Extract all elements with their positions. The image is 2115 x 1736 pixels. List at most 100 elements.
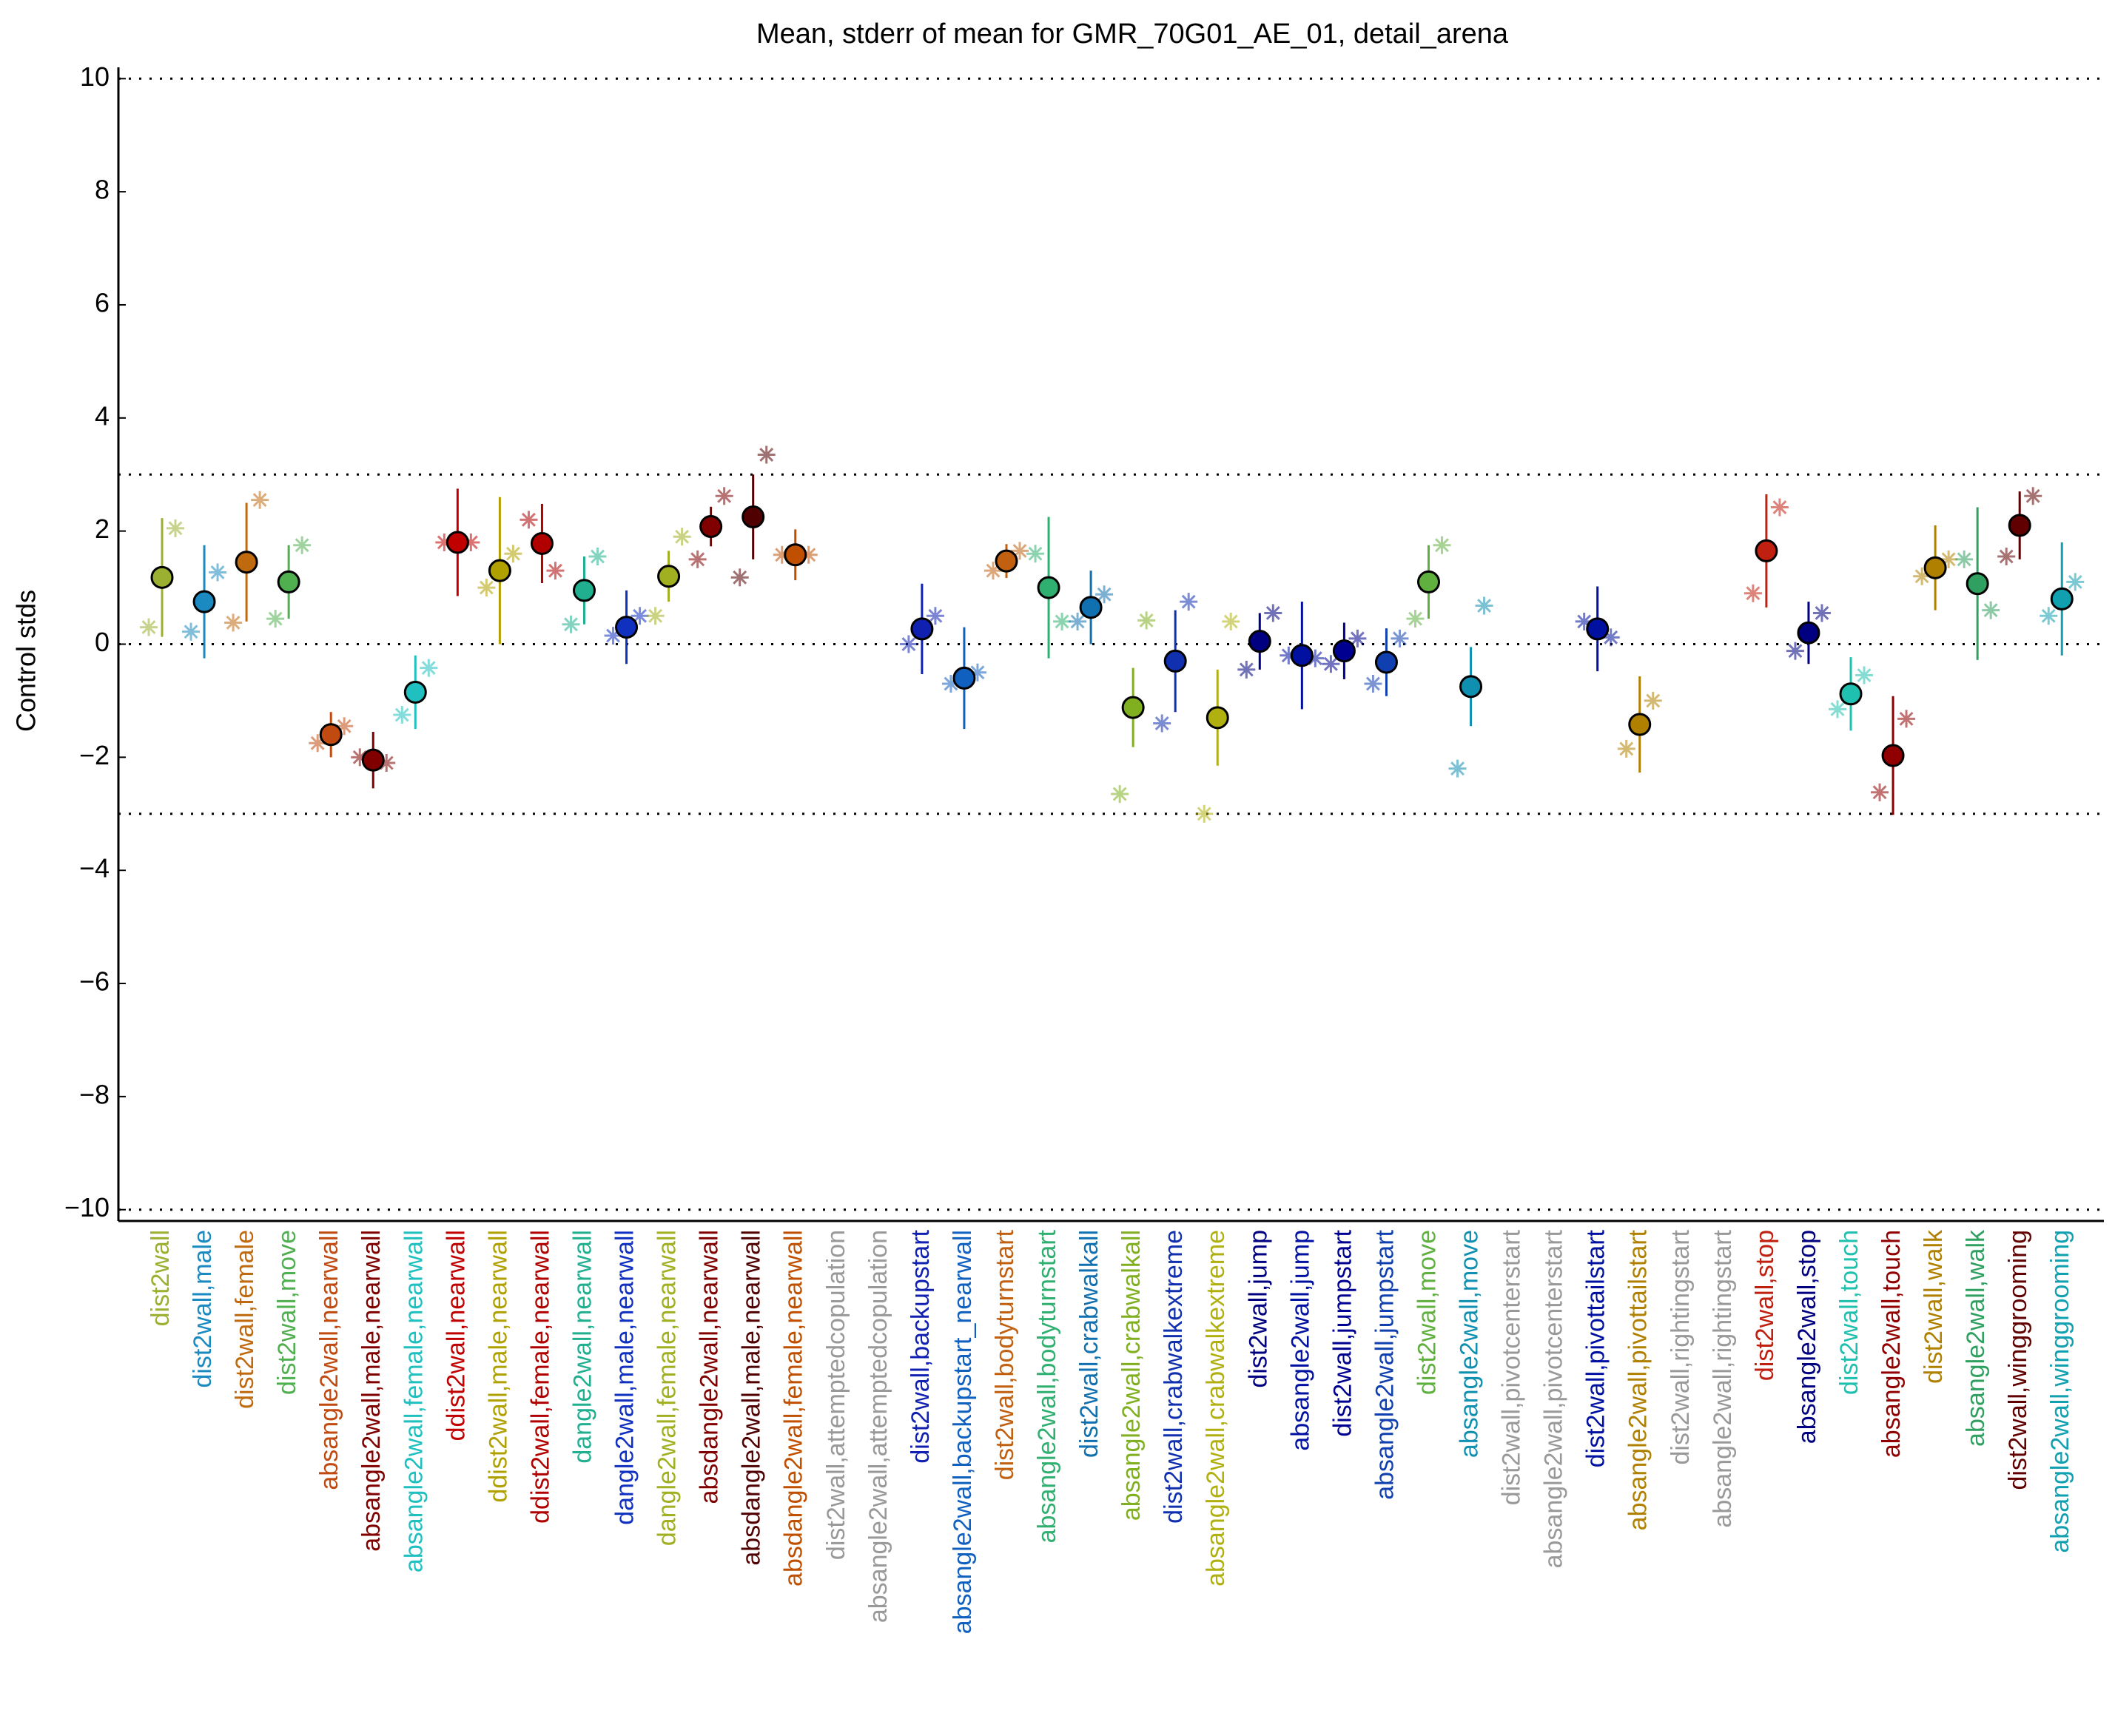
sex-marker: [688, 550, 707, 568]
x-tick-label: dist2wall,crabwalkall: [1075, 1230, 1103, 1458]
sex-marker: [519, 511, 538, 529]
star-stroke: [479, 580, 494, 595]
mean-marker: [1206, 706, 1229, 730]
sex-marker: [251, 491, 269, 509]
sex-marker: [1812, 604, 1831, 622]
x-tick-label: dist2wall,move: [273, 1230, 301, 1395]
sex-marker: [2040, 607, 2058, 625]
sex-marker: [1391, 629, 1409, 647]
mean-marker: [1797, 621, 1820, 645]
mean-marker: [192, 590, 216, 613]
sex-marker: [1744, 584, 1762, 602]
mean-marker: [1248, 630, 1271, 653]
x-tick-label: dist2wall,bodyturnstart: [991, 1229, 1019, 1480]
mean-marker: [530, 531, 554, 555]
x-tick-label: absangle2wall,pivottailstart: [1624, 1229, 1652, 1530]
sex-marker: [140, 618, 158, 636]
sex-marker: [588, 548, 607, 566]
x-tick-label: absangle2wall,stop: [1793, 1230, 1821, 1444]
star-stroke: [1097, 587, 1112, 602]
star-stroke: [1365, 676, 1380, 691]
y-tick-label: −2: [79, 740, 110, 770]
sex-marker: [1997, 548, 2016, 566]
star-stroke: [168, 521, 183, 536]
sex-marker: [1982, 601, 2000, 619]
y-tick-label: −10: [64, 1192, 110, 1222]
sex-marker: [1897, 710, 1916, 728]
x-tick-label: ddist2wall,male,nearwall: [484, 1230, 512, 1503]
star-stroke: [1619, 741, 1634, 756]
x-tick-label: dist2wall,rightingstart: [1667, 1229, 1695, 1464]
mean-marker: [784, 543, 807, 567]
x-tick-label: absangle2wall,male,nearwall: [357, 1230, 386, 1552]
mean-marker: [1923, 556, 1947, 579]
star-stroke: [505, 546, 520, 561]
mean-marker: [1290, 644, 1314, 667]
star-stroke: [901, 637, 916, 651]
x-tick-label: absangle2wall,female,nearwall: [400, 1230, 428, 1572]
y-tick-label: −4: [79, 853, 110, 884]
star-stroke: [521, 512, 536, 527]
mean-marker: [573, 579, 596, 602]
sex-marker: [1180, 593, 1198, 611]
star-stroke: [1957, 552, 1971, 567]
x-tick-label: dist2wall,jump: [1244, 1230, 1272, 1388]
x-tick-label: dist2wall,backupstart: [907, 1229, 935, 1463]
sex-marker: [266, 610, 285, 628]
sex-marker: [167, 519, 184, 537]
star-stroke: [1899, 711, 1914, 726]
x-tick-label: dist2wall,winggrooming: [2004, 1230, 2032, 1490]
x-tick-label: absangle2wall,attemptedcopulation: [864, 1230, 892, 1623]
y-tick-label: 0: [95, 627, 110, 657]
sex-marker: [1406, 610, 1425, 628]
sex-marker: [546, 562, 565, 580]
x-tick-label: dist2wall,pivotcenterstart: [1498, 1229, 1526, 1505]
x-tick-label: absangle2wall,walk: [1962, 1229, 1990, 1447]
x-tick-label: absangle2wall,jumpstart: [1371, 1229, 1399, 1499]
star-stroke: [1112, 787, 1127, 801]
star-stroke: [1197, 807, 1211, 821]
sex-marker: [1222, 612, 1240, 630]
mean-marker: [2050, 587, 2074, 610]
sex-marker: [926, 607, 944, 625]
x-tick-label: dist2wall,crabwalkextreme: [1160, 1230, 1188, 1524]
x-tick-label: absangle2wall,pivotcenterstart: [1540, 1229, 1568, 1568]
mean-marker: [615, 616, 639, 639]
mean-marker: [995, 549, 1018, 573]
mean-marker: [319, 723, 343, 747]
sex-marker: [1575, 612, 1593, 630]
star-stroke: [394, 707, 409, 722]
sex-marker: [504, 545, 522, 563]
star-stroke: [633, 608, 648, 623]
star-stroke: [1265, 606, 1280, 620]
y-tick-label: −8: [79, 1079, 110, 1109]
mean-marker: [1374, 650, 1398, 674]
x-tick-label: dist2wall,touch: [1835, 1230, 1863, 1395]
star-stroke: [1830, 702, 1845, 716]
mean-marker: [1966, 572, 1989, 596]
star-stroke: [1408, 611, 1422, 626]
mean-marker: [1755, 539, 1778, 562]
x-tick-label: absangle2wall,crabwalkall: [1117, 1230, 1146, 1521]
star-stroke: [1154, 716, 1169, 730]
x-tick-label: absangle2wall,rightingstart: [1709, 1229, 1737, 1527]
sex-marker: [631, 607, 649, 625]
mean-marker: [1163, 649, 1187, 673]
mean-marker: [2008, 514, 2031, 537]
sex-marker: [757, 445, 776, 464]
star-stroke: [1983, 603, 1998, 618]
star-stroke: [1872, 785, 1887, 800]
star-stroke: [1350, 631, 1365, 646]
sex-marker: [1095, 585, 1114, 604]
sex-marker: [1195, 804, 1214, 823]
mean-marker: [488, 559, 511, 582]
sex-marker: [715, 487, 733, 505]
x-tick-label: dist2wall,male: [189, 1230, 217, 1388]
star-stroke: [1139, 613, 1154, 628]
sex-marker: [2024, 487, 2042, 505]
star-stroke: [1788, 644, 1803, 659]
sex-marker: [1955, 550, 1974, 568]
star-stroke: [1604, 630, 1618, 645]
mean-marker: [1839, 682, 1863, 706]
